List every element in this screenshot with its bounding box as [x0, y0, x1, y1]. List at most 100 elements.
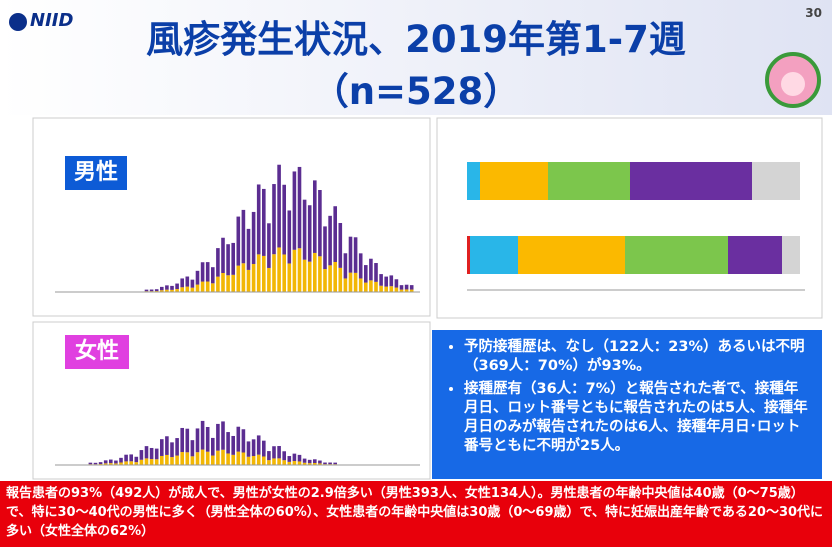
decor-bar [236, 265, 241, 292]
segment [625, 236, 728, 274]
decor-bar [251, 211, 256, 264]
decor-bar [190, 279, 195, 288]
decor-bar [226, 432, 230, 454]
decor-bar [200, 420, 205, 450]
decor-bar [323, 226, 327, 270]
vaccination-chart-panel [436, 117, 823, 319]
decor-bar [323, 462, 327, 465]
decor-bar [114, 460, 118, 464]
decor-bar [384, 276, 388, 287]
decor-bar [185, 276, 190, 287]
decor-bar [149, 459, 154, 465]
decor-bar [124, 461, 128, 465]
decor-bar [246, 228, 251, 270]
decor-bar [241, 263, 246, 292]
logo: NIID [30, 10, 74, 31]
decor-bar [170, 457, 174, 465]
decor-bar [216, 276, 220, 292]
decor-bar [343, 278, 348, 292]
decor-bar [154, 459, 159, 465]
decor-bar [205, 451, 210, 465]
decor-bar [297, 248, 302, 292]
decor-bar [297, 166, 302, 249]
decor-bar [399, 289, 404, 292]
decor-bar [256, 254, 261, 292]
decor-bar [318, 190, 322, 257]
footer-note: 報告患者の93%（492人）が成人で、男性が女性の2.9倍多い（男性393人、女… [0, 481, 832, 547]
decor-bar [348, 236, 353, 273]
decor-bar [129, 461, 133, 465]
decor-bar [246, 269, 251, 292]
decor-bar [262, 255, 266, 292]
decor-bar [205, 426, 210, 452]
decor-bar [190, 440, 195, 457]
decor-bar [103, 460, 108, 464]
decor-bar [394, 279, 399, 288]
decor-bar [389, 275, 394, 287]
decor-bar [241, 452, 246, 465]
decor-bar [338, 267, 343, 292]
decor-bar [313, 252, 317, 292]
decor-bar [165, 454, 169, 465]
decor-bar [282, 451, 286, 461]
decor-bar [318, 463, 322, 465]
decor-bar [139, 459, 144, 465]
decor-bar [246, 441, 251, 457]
slide-subtitle: （n=528） [311, 70, 521, 113]
decor-bar [277, 247, 281, 292]
decor-bar [226, 453, 230, 465]
decor-bar [211, 455, 215, 465]
decor-bar [231, 435, 235, 455]
decor-bar [338, 223, 343, 268]
male-histogram [144, 164, 414, 292]
decor-bar [175, 438, 179, 456]
decor-bar [221, 449, 225, 465]
decor-bar [221, 273, 225, 292]
decor-bar [195, 284, 200, 292]
decor-bar [394, 287, 399, 292]
decor-bar [364, 265, 368, 283]
decor-bar [369, 258, 373, 281]
segment [467, 162, 480, 200]
decor-bar [134, 456, 139, 463]
decor-bar [154, 448, 159, 460]
decor-bar [328, 265, 332, 292]
decor-bar [221, 237, 225, 274]
decor-bar [109, 459, 113, 464]
segment [630, 162, 752, 200]
decor-bar [170, 442, 174, 458]
decor-bar [129, 454, 133, 462]
decor-bar [374, 281, 378, 292]
decor-bar [262, 456, 266, 465]
header-band [0, 0, 832, 115]
decor-bar [318, 460, 322, 464]
decor-bar [175, 455, 179, 465]
decor-bar [180, 278, 184, 288]
decor-bar [328, 462, 332, 465]
decor-bar [267, 460, 271, 465]
decor-bar [256, 454, 261, 465]
segment [782, 236, 800, 274]
decor-bar [144, 458, 149, 465]
segment [728, 236, 782, 274]
segment [518, 236, 625, 274]
decor-bar [307, 205, 312, 262]
decor-bar [195, 270, 200, 285]
decor-bar [358, 278, 363, 292]
decor-bar [262, 440, 266, 457]
decor-bar [369, 280, 373, 292]
decor-bar [88, 462, 93, 465]
decor-bar [185, 286, 190, 292]
decor-bar [292, 171, 297, 250]
decor-bar [256, 184, 261, 255]
decor-bar [251, 456, 256, 465]
decor-bar [302, 259, 307, 292]
bullet: 予防接種歴は、なし（122人：23%）あるいは不明（369人：70%）が93%。 [464, 338, 812, 376]
decor-bar [200, 449, 205, 465]
decor-bar [119, 462, 123, 465]
decor-bar [404, 289, 409, 292]
decor-bar [149, 289, 154, 292]
decor-bar [236, 426, 241, 452]
decor-bar [348, 272, 353, 292]
decor-bar [358, 253, 363, 279]
